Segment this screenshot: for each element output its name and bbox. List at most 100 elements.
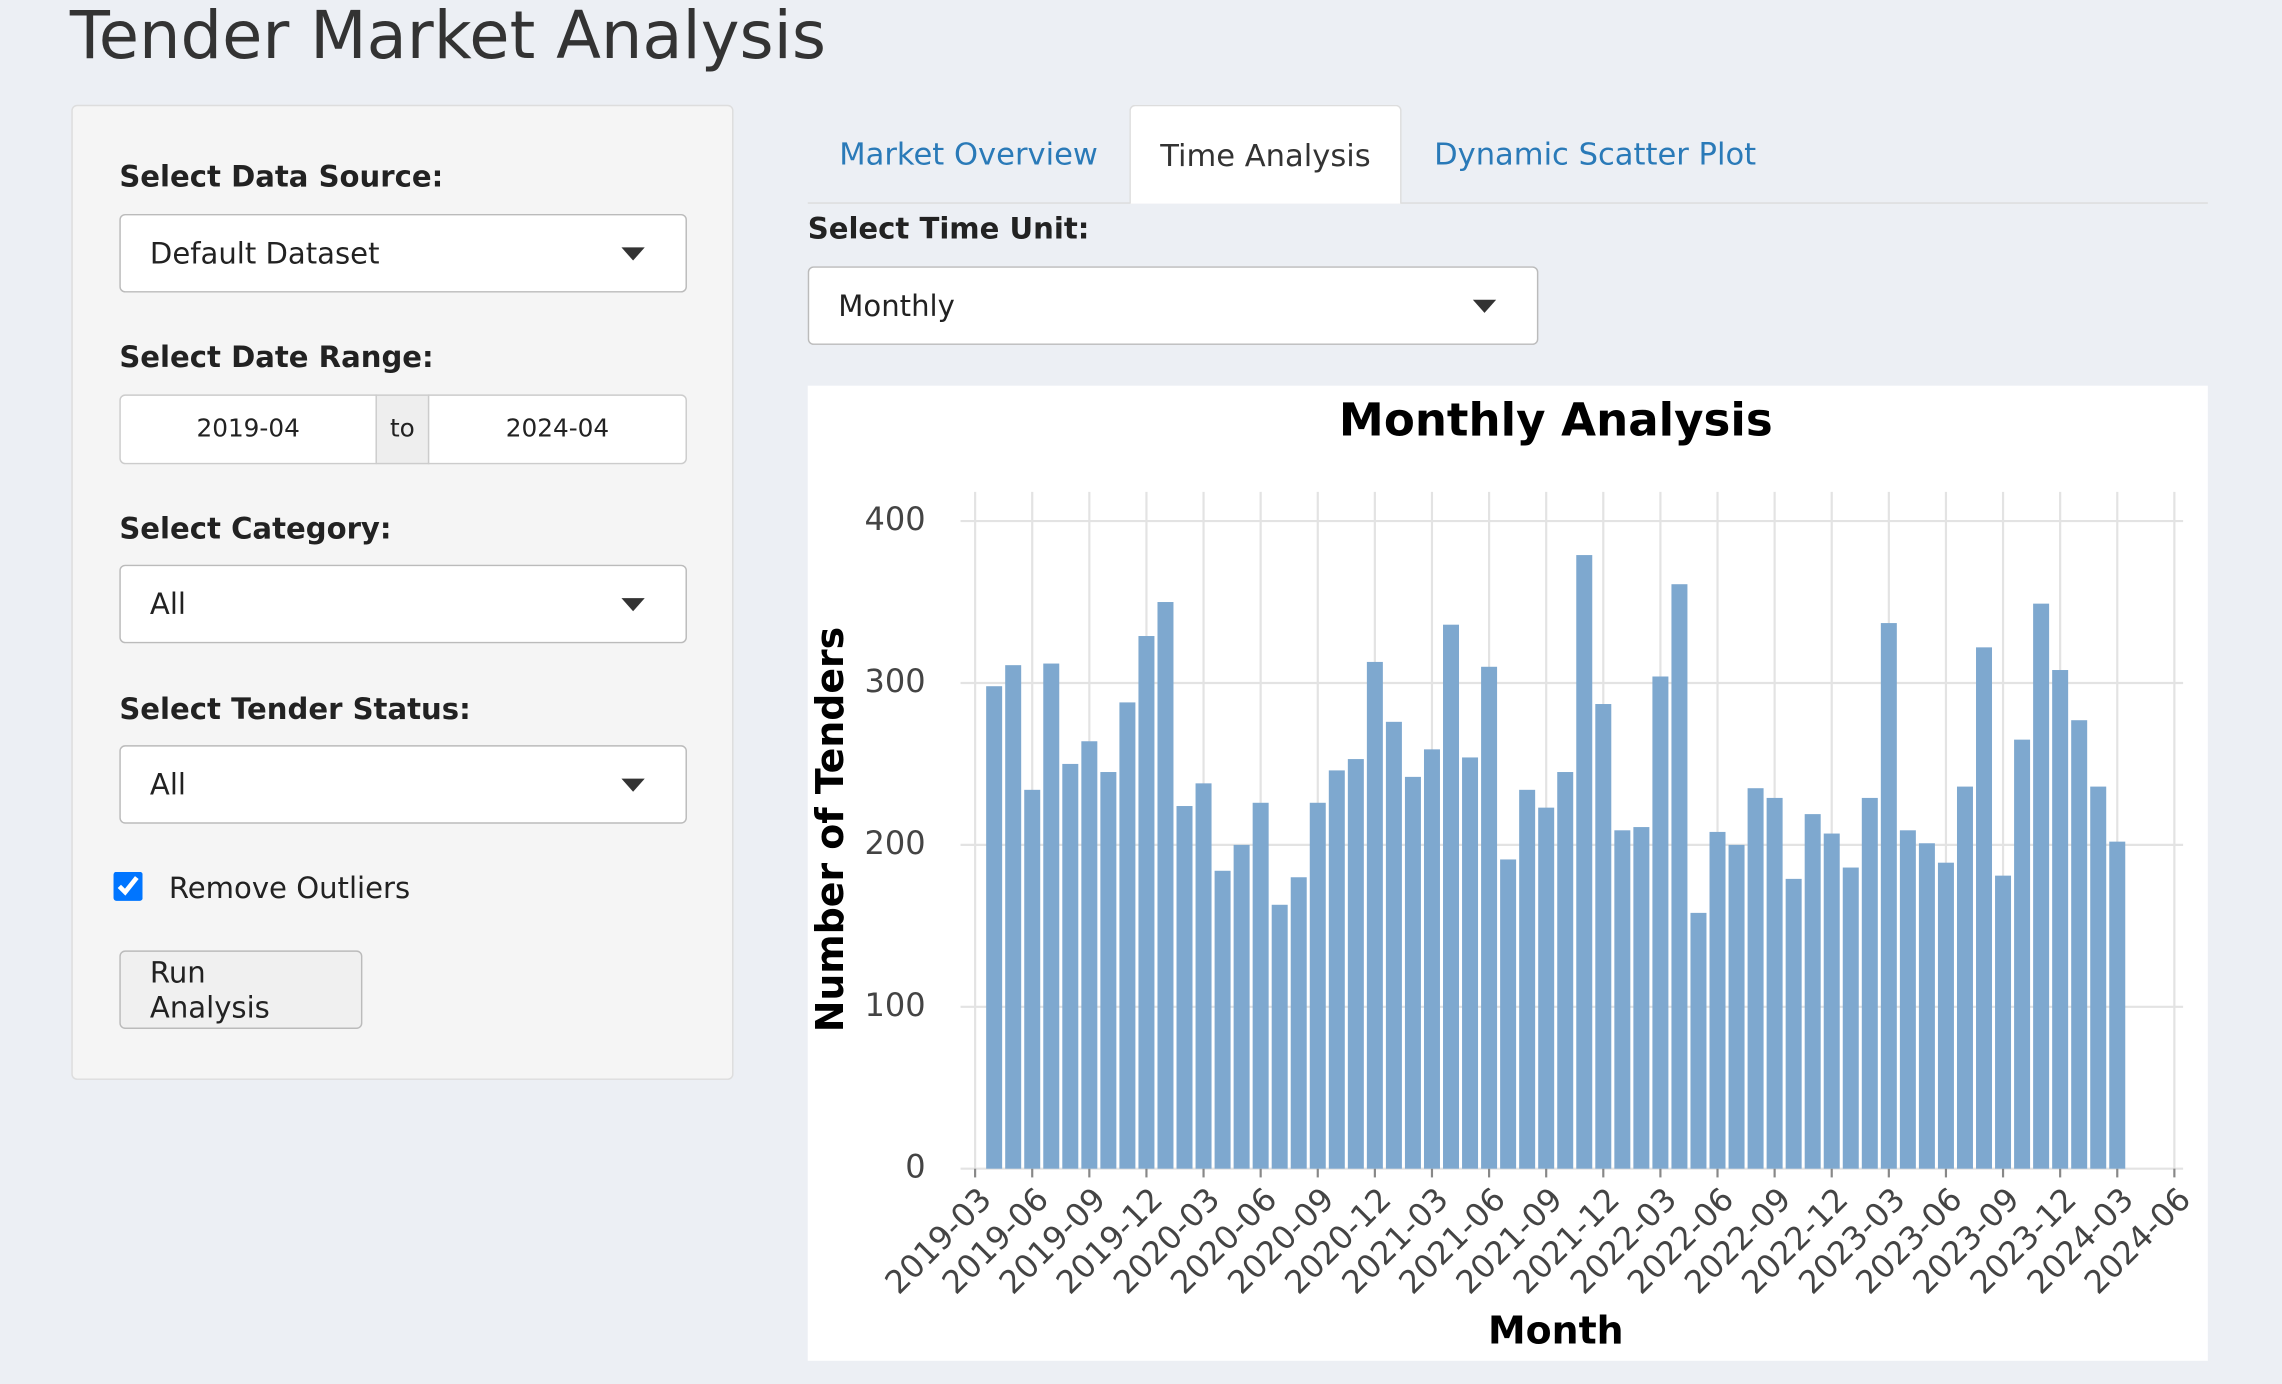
bar bbox=[1309, 802, 1326, 1169]
chart: Monthly Analysis Month Number of Tenders… bbox=[807, 385, 2208, 1361]
bar bbox=[1652, 676, 1669, 1169]
checkbox[interactable] bbox=[113, 871, 143, 901]
bar bbox=[1519, 789, 1536, 1169]
bar bbox=[1766, 797, 1783, 1169]
bar bbox=[1918, 843, 1935, 1169]
caret bbox=[621, 247, 645, 261]
bar bbox=[2014, 739, 2031, 1169]
bar bbox=[1347, 759, 1364, 1169]
chart-title: Monthly Analysis bbox=[1339, 394, 1773, 447]
bar bbox=[1823, 833, 1840, 1169]
date-end[interactable]: 2024-04 bbox=[427, 394, 687, 465]
bar bbox=[1804, 814, 1821, 1169]
select-value: Default Dataset bbox=[149, 235, 380, 271]
x-axis-title: Month bbox=[1488, 1309, 1624, 1353]
bar bbox=[1709, 831, 1726, 1169]
caret bbox=[621, 598, 645, 612]
bar bbox=[1423, 749, 1440, 1169]
bar bbox=[1995, 875, 2012, 1169]
bar bbox=[1785, 878, 1802, 1169]
bar bbox=[1385, 721, 1402, 1169]
select-value: Monthly bbox=[838, 288, 955, 324]
select-value: All bbox=[149, 766, 186, 802]
bar bbox=[1176, 806, 1193, 1169]
select[interactable]: All bbox=[119, 745, 687, 824]
button[interactable]: Run Analysis bbox=[119, 950, 363, 1029]
y-tick-label: 100 bbox=[865, 986, 926, 1024]
bar bbox=[1024, 789, 1041, 1169]
bar bbox=[1557, 772, 1574, 1169]
bar bbox=[1195, 783, 1212, 1169]
y-axis-title: Number of Tenders bbox=[808, 627, 852, 1032]
bar bbox=[1728, 844, 1745, 1169]
bar bbox=[1119, 702, 1136, 1169]
checkbox-label: Remove Outliers bbox=[168, 870, 411, 906]
bar bbox=[1328, 770, 1345, 1169]
button-text: Run Analysis bbox=[149, 954, 270, 1025]
bar bbox=[1005, 665, 1022, 1169]
bar bbox=[1956, 786, 1973, 1169]
bar bbox=[1899, 830, 1916, 1169]
select[interactable]: All bbox=[119, 564, 687, 644]
bar bbox=[1233, 844, 1250, 1169]
y-tick-label: 200 bbox=[865, 824, 926, 862]
bar bbox=[1252, 802, 1269, 1169]
bar bbox=[1538, 807, 1555, 1169]
tab[interactable]: Time Analysis bbox=[1129, 104, 1402, 204]
bar bbox=[2033, 603, 2050, 1169]
bar bbox=[1366, 661, 1383, 1169]
bar bbox=[1271, 904, 1288, 1169]
bar bbox=[1880, 623, 1897, 1169]
bar bbox=[1404, 776, 1421, 1169]
bar bbox=[1576, 555, 1593, 1169]
page-title: Tender Market Analysis bbox=[69, 0, 826, 75]
caret bbox=[1472, 299, 1497, 313]
label: Select Data Source: bbox=[119, 158, 444, 194]
bar bbox=[1043, 663, 1060, 1169]
bar bbox=[1937, 862, 1954, 1169]
bar bbox=[2109, 841, 2126, 1169]
bar bbox=[1690, 912, 1707, 1169]
label: Select Tender Status: bbox=[119, 691, 471, 727]
date-separator: to bbox=[375, 394, 430, 465]
caret bbox=[621, 778, 645, 792]
bar bbox=[1861, 797, 1878, 1169]
bar bbox=[1614, 830, 1631, 1169]
select-value: All bbox=[149, 586, 186, 622]
bar bbox=[2090, 786, 2107, 1169]
bar bbox=[1976, 647, 1993, 1169]
bar bbox=[1595, 704, 1612, 1169]
date-start[interactable]: 2019-04 bbox=[119, 394, 377, 465]
bar bbox=[1500, 859, 1517, 1169]
label: Select Category: bbox=[119, 510, 392, 546]
bar bbox=[986, 686, 1003, 1169]
select[interactable]: Default Dataset bbox=[119, 213, 687, 293]
bar bbox=[1214, 870, 1231, 1169]
tab-line bbox=[807, 202, 2208, 204]
bar bbox=[1633, 827, 1650, 1169]
label: Select Time Unit: bbox=[807, 211, 1090, 246]
bar bbox=[1747, 788, 1764, 1169]
y-tick-label: 300 bbox=[865, 662, 926, 700]
y-tick-label: 0 bbox=[905, 1148, 925, 1186]
select[interactable]: Monthly bbox=[807, 266, 1539, 345]
bar bbox=[1671, 584, 1688, 1169]
bar bbox=[1062, 763, 1079, 1169]
bar bbox=[1462, 757, 1479, 1169]
sidebar: Select Data Source: Default Dataset Sele… bbox=[71, 104, 734, 1080]
bar bbox=[1081, 741, 1098, 1169]
bar bbox=[1842, 867, 1859, 1169]
tab[interactable]: Market Overview bbox=[839, 136, 1098, 172]
bar bbox=[2071, 720, 2088, 1169]
bar bbox=[1290, 877, 1307, 1169]
bar bbox=[1443, 624, 1460, 1169]
bar bbox=[1100, 772, 1117, 1169]
bar bbox=[1481, 666, 1498, 1169]
bar bbox=[1138, 636, 1155, 1169]
bar bbox=[2052, 670, 2069, 1169]
label: Select Date Range: bbox=[119, 339, 434, 375]
bar bbox=[1157, 602, 1174, 1169]
tab[interactable]: Dynamic Scatter Plot bbox=[1434, 136, 1757, 172]
